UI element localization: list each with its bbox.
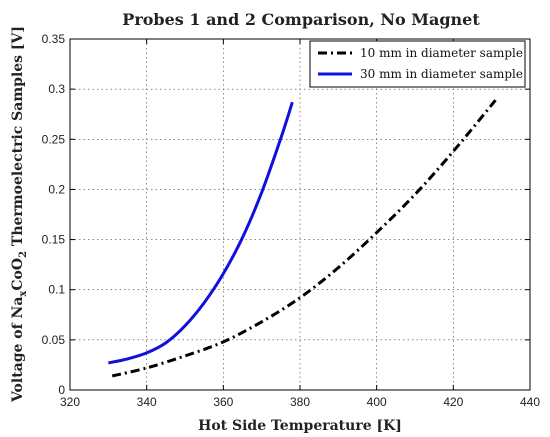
x-tick-label: 380	[290, 395, 310, 409]
x-axis-ticks: 320 340 360 380 400 420 440	[60, 39, 540, 409]
x-tick-label: 440	[520, 395, 540, 409]
x-tick-label: 360	[213, 395, 233, 409]
y-tick-label: 0.3	[48, 82, 65, 96]
x-tick-label: 420	[443, 395, 463, 409]
y-label-suffix: Thermoelectric Samples [V]	[10, 26, 26, 251]
y-tick-label: 0.1	[48, 283, 65, 297]
y-label-middle: CoO	[10, 258, 26, 291]
y-label-sub-2: 2	[18, 251, 29, 258]
y-tick-label: 0	[58, 383, 65, 397]
series-layer	[108, 99, 497, 378]
x-tick-label: 320	[60, 395, 80, 409]
grid-lines	[70, 39, 530, 390]
y-tick-label: 0.35	[42, 32, 66, 46]
y-label-prefix: Voltage of Na	[10, 297, 26, 403]
y-tick-label: 0.15	[42, 233, 66, 247]
x-tick-label: 340	[137, 395, 157, 409]
y-label-sub-x: x	[18, 290, 29, 297]
series-line-0	[111, 99, 497, 378]
x-tick-label: 400	[367, 395, 387, 409]
series-line-1	[108, 101, 294, 365]
y-axis-label: Voltage of NaxCoO2 Thermoelectric Sample…	[10, 26, 29, 403]
y-tick-label: 0.25	[42, 132, 66, 146]
y-tick-label: 0.05	[42, 333, 66, 347]
y-axis-ticks: 0 0.05 0.1 0.15 0.2 0.25 0.3 0.35	[42, 32, 530, 397]
legend-box	[309, 40, 526, 88]
legend-label-10mm: 10 mm in diameter sample	[360, 46, 523, 60]
y-tick-label: 0.2	[48, 182, 65, 196]
chart-title: Probes 1 and 2 Comparison, No Magnet	[122, 10, 480, 29]
legend-label-30mm: 30 mm in diameter sample	[360, 67, 523, 81]
legend: 10 mm in diameter sample 30 mm in diamet…	[309, 40, 526, 88]
x-axis-label: Hot Side Temperature [K]	[198, 418, 402, 434]
